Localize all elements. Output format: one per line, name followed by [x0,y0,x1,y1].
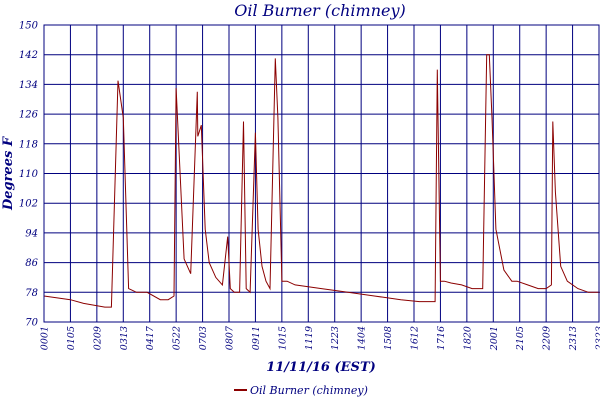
y-tick-label: 118 [19,139,38,150]
y-tick-label: 86 [25,258,38,269]
x-axis-label: 11/11/16 (EST) [266,360,376,375]
y-axis-label: Degrees F [1,136,16,211]
y-tick-label: 126 [19,110,39,121]
x-tick-label: 0417 [145,325,156,350]
x-tick-label: 1119 [304,326,315,350]
x-tick-label: 1508 [383,326,394,350]
x-tick-label: 2313 [568,326,579,351]
y-tick-label: 110 [19,169,39,180]
y-tick-labels: 70 78 86 94 102 110 118 126 134 142 150 [19,21,39,329]
y-tick-label: 134 [19,80,38,91]
x-tick-label: 1015 [277,326,288,350]
x-tick-label: 0105 [66,326,77,350]
y-tick-label: 150 [19,21,39,32]
y-tick-label: 70 [25,318,38,329]
x-tick-label: 2209 [542,326,553,351]
x-tick-label: 0209 [92,326,103,350]
legend: Oil Burner (chimney) [234,384,368,397]
x-tick-label: 0001 [40,326,51,350]
y-tick-label: 94 [25,228,38,239]
y-tick-label: 102 [19,199,38,210]
legend-label: Oil Burner (chimney) [250,384,368,397]
x-tick-label: 0807 [225,325,236,350]
x-tick-label: 1820 [462,326,473,350]
x-tick-label: 1716 [436,326,447,350]
chart-title: Oil Burner (chimney) [234,1,406,20]
x-tick-label: 1223 [330,326,341,350]
x-tick-label: 2001 [489,326,500,351]
y-tick-label: 78 [25,288,38,299]
x-tick-label: 1404 [357,326,368,350]
plot-frame [43,24,600,323]
x-tick-label: 1612 [410,326,421,350]
grid-lines [43,24,600,323]
x-tick-label: 0522 [172,326,183,350]
x-tick-labels: 0001 0105 0209 0313 0417 0522 0703 0807 0911 1015… [40,325,600,351]
x-tick-label: 0703 [198,326,209,350]
y-tick-label: 142 [19,50,38,61]
x-tick-label: 0313 [119,326,130,350]
x-tick-label: 2323 [595,326,600,351]
x-tick-label: 0911 [251,326,262,350]
x-tick-label: 2105 [515,326,526,351]
series-line-oil-burner [43,54,600,308]
